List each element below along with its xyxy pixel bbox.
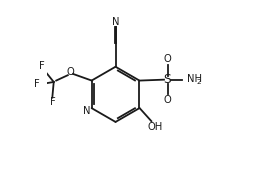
Text: N: N (83, 106, 90, 116)
Text: O: O (67, 67, 75, 77)
Text: N: N (112, 17, 119, 27)
Text: F: F (35, 79, 40, 89)
Text: S: S (164, 73, 171, 86)
Text: 2: 2 (196, 79, 201, 85)
Text: O: O (164, 54, 171, 64)
Text: F: F (39, 61, 45, 71)
Text: OH: OH (148, 122, 163, 132)
Text: F: F (50, 96, 55, 107)
Text: NH: NH (187, 74, 202, 84)
Text: O: O (164, 95, 171, 105)
